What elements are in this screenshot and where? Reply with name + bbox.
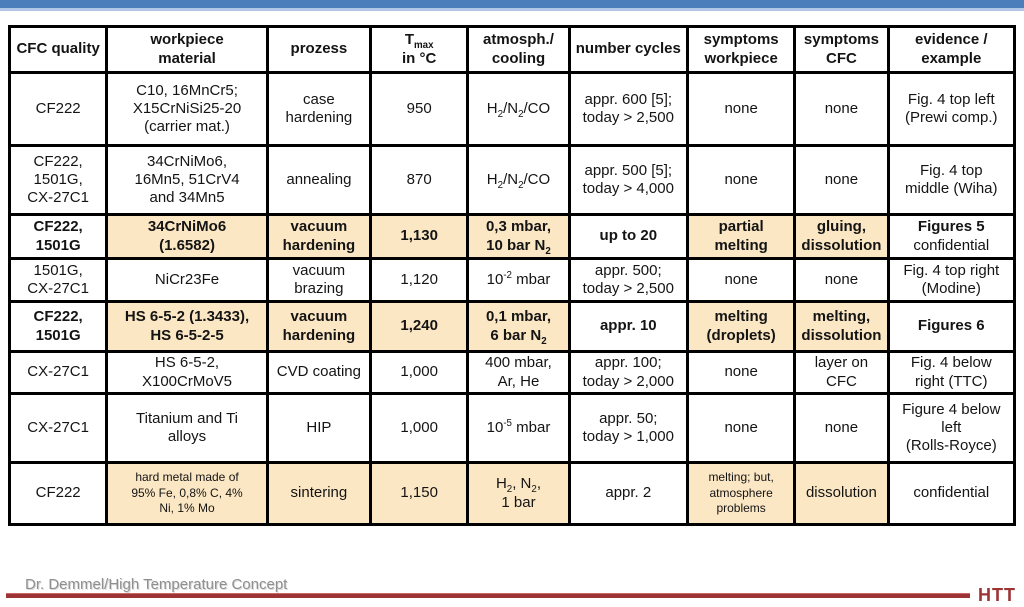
table-cell: CX-27C1 xyxy=(7,392,109,464)
table-cell: C10, 16MnCr5; X15CrNiSi25-20 (carrier mat.… xyxy=(105,71,269,147)
table-row: CF222 hard metal made of 95% Fe, 0,8% C, 4… xyxy=(7,461,1017,526)
table-cell: appr. 500 [5]; today > 4,000 xyxy=(567,144,689,216)
table-cell: 1,000 xyxy=(369,392,470,464)
top-accent-bar xyxy=(0,0,1024,11)
table-row: CX-27C1 Titanium and Ti alloys HIP 1,000 10-5… xyxy=(7,392,1017,464)
table-cell: 1,130 xyxy=(369,213,470,260)
table-row: CF222, 1501G 34CrNiMo6 (1.6582) vacuum harden… xyxy=(7,213,1017,260)
table-cell: 34CrNiMo6 (1.6582) xyxy=(105,213,269,260)
table-cell: H2/N2/CO xyxy=(466,71,571,147)
table-cell: Figures 5 confidential xyxy=(886,213,1017,260)
column-header: symptoms CFC xyxy=(793,25,890,74)
column-header: Tmax in °C xyxy=(369,25,470,74)
table-cell: melting (droplets) xyxy=(685,300,797,353)
table-cell: Figure 4 below left (Rolls-Royce) xyxy=(886,392,1017,464)
table-cell: appr. 500; today > 2,500 xyxy=(567,257,689,303)
table-cell: none xyxy=(685,392,797,464)
table-cell: HS 6-5-2, X100CrMoV5 xyxy=(105,350,269,395)
footer-credit: Dr. Demmel/High Temperature Concept xyxy=(25,576,288,593)
table-cell: Titanium and Ti alloys xyxy=(105,392,269,464)
table-cell: vacuum hardening xyxy=(265,213,373,260)
table-row: CF222, 1501G, CX-27C1 34CrNiMo6, 16Mn5, 51Cr… xyxy=(7,144,1017,216)
column-header: number cycles xyxy=(567,25,689,74)
table-cell: partial melting xyxy=(685,213,797,260)
table-cell: none xyxy=(685,350,797,395)
table-row: CF222 C10, 16MnCr5; X15CrNiSi25-20 (carrier… xyxy=(7,71,1017,147)
table-cell: annealing xyxy=(265,144,373,216)
table-cell: CF222 xyxy=(7,461,109,526)
table-cell: 10-2 mbar xyxy=(466,257,571,303)
table-cell: sintering xyxy=(265,461,373,526)
table-cell: CF222 xyxy=(7,71,109,147)
table-cell: Fig. 4 top right (Modine) xyxy=(886,257,1017,303)
table-cell: NiCr23Fe xyxy=(105,257,269,303)
table-cell: appr. 100; today > 2,000 xyxy=(567,350,689,395)
table-cell: 1501G, CX-27C1 xyxy=(7,257,109,303)
table-cell: Fig. 4 below right (TTC) xyxy=(886,350,1017,395)
table-cell: vacuum brazing xyxy=(265,257,373,303)
table-cell: 0,3 mbar, 10 bar N2 xyxy=(466,213,571,260)
table-header-row: CFC quality workpiece material prozess Tmax i… xyxy=(7,25,1017,74)
column-header: CFC quality xyxy=(7,25,109,74)
table-cell: CF222, 1501G, CX-27C1 xyxy=(7,144,109,216)
table-cell: confidential xyxy=(886,461,1017,526)
table-cell: 1,000 xyxy=(369,350,470,395)
table-cell: appr. 2 xyxy=(567,461,689,526)
table-cell: Figures 6 xyxy=(886,300,1017,353)
table-cell: 950 xyxy=(369,71,470,147)
table-cell: vacuum hardening xyxy=(265,300,373,353)
table-cell: layer on CFC xyxy=(793,350,890,395)
column-header: prozess xyxy=(265,25,373,74)
table-row: 1501G, CX-27C1 NiCr23Fe vacuum brazing 1,120 1… xyxy=(7,257,1017,303)
table-row: CF222, 1501G HS 6-5-2 (1.3433), HS 6-5-2-5 v… xyxy=(7,300,1017,353)
table-cell: Fig. 4 top middle (Wiha) xyxy=(886,144,1017,216)
table-cell: none xyxy=(685,144,797,216)
table-cell: gluing, dissolution xyxy=(793,213,890,260)
table-cell: HIP xyxy=(265,392,373,464)
table-cell: 870 xyxy=(369,144,470,216)
table-cell: hard metal made of 95% Fe, 0,8% C, 4% Ni, … xyxy=(105,461,269,526)
table-cell: appr. 600 [5]; today > 2,500 xyxy=(567,71,689,147)
table-cell: HS 6-5-2 (1.3433), HS 6-5-2-5 xyxy=(105,300,269,353)
column-header: atmosph./cooling xyxy=(466,25,571,74)
table-cell: 400 mbar, Ar, He xyxy=(466,350,571,395)
table-cell: none xyxy=(685,71,797,147)
table-cell: none xyxy=(793,257,890,303)
table-cell: 0,1 mbar, 6 bar N2 xyxy=(466,300,571,353)
table-cell: H2/N2/CO xyxy=(466,144,571,216)
table-cell: dissolution xyxy=(793,461,890,526)
column-header: symptoms workpiece xyxy=(685,25,797,74)
table-cell: 1,150 xyxy=(369,461,470,526)
table-cell: 1,240 xyxy=(369,300,470,353)
table-cell: CX-27C1 xyxy=(7,350,109,395)
table-cell: H2, N2, 1 bar xyxy=(466,461,571,526)
table-cell: Fig. 4 top left (Prewi comp.) xyxy=(886,71,1017,147)
table-cell: none xyxy=(793,144,890,216)
table-cell: 34CrNiMo6, 16Mn5, 51CrV4 and 34Mn5 xyxy=(105,144,269,216)
table-cell: 1,120 xyxy=(369,257,470,303)
table-cell: none xyxy=(685,257,797,303)
cfc-table: CFC quality workpiece material prozess Tmax i… xyxy=(7,25,1017,526)
table-cell: appr. 10 xyxy=(567,300,689,353)
table-cell: up to 20 xyxy=(567,213,689,260)
column-header: evidence / example xyxy=(886,25,1017,74)
column-header: workpiece material xyxy=(105,25,269,74)
table-cell: CVD coating xyxy=(265,350,373,395)
table-cell: 10-5 mbar xyxy=(466,392,571,464)
bottom-rule xyxy=(6,593,970,598)
table-cell: appr. 50; today > 1,000 xyxy=(567,392,689,464)
table-cell: CF222, 1501G xyxy=(7,213,109,260)
table-cell: none xyxy=(793,392,890,464)
table-cell: melting, dissolution xyxy=(793,300,890,353)
htt-logo: HTT xyxy=(978,585,1016,605)
table-cell: case hardening xyxy=(265,71,373,147)
table-row: CX-27C1 HS 6-5-2, X100CrMoV5 CVD coating 1,0… xyxy=(7,350,1017,395)
table-cell: CF222, 1501G xyxy=(7,300,109,353)
table-cell: melting; but, atmosphere problems xyxy=(685,461,797,526)
table-cell: none xyxy=(793,71,890,147)
